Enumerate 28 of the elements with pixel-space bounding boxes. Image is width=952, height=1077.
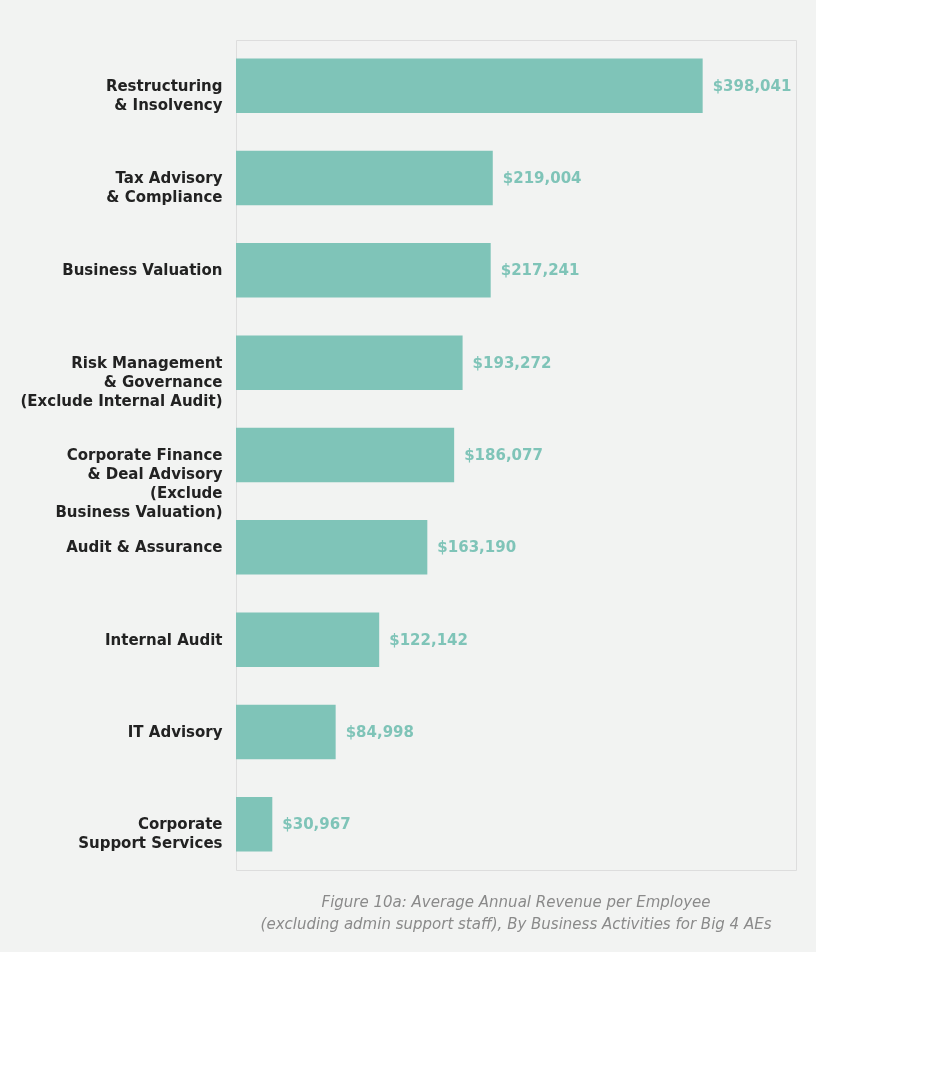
y-tick-label: Risk Management & Governance (Exclude Internal Audit) xyxy=(20,353,223,410)
y-tick-label: Restructuring & Insolvency xyxy=(105,76,223,114)
y-tick-label: Audit & Assurance xyxy=(66,538,223,557)
y-tick-label: Corporate Support Services xyxy=(78,815,223,853)
bar xyxy=(236,704,336,760)
y-tick-label: Internal Audit xyxy=(104,630,223,649)
bar xyxy=(236,427,455,483)
data-label: $163,190 xyxy=(437,538,517,557)
data-label: $219,004 xyxy=(502,169,582,188)
bar xyxy=(236,243,491,298)
data-label: $398,041 xyxy=(712,76,792,95)
data-label: $193,272 xyxy=(472,353,552,372)
bar xyxy=(236,58,703,113)
bar xyxy=(236,520,428,575)
data-label: $30,967 xyxy=(282,815,351,834)
bar xyxy=(236,797,273,852)
y-tick-label: Corporate Finance & Deal Advisory (Exclude Business Valuation) xyxy=(55,446,223,521)
y-tick-label: IT Advisory xyxy=(127,722,223,741)
data-label: $122,142 xyxy=(389,630,468,649)
y-tick-label: Tax Advisory & Compliance xyxy=(106,169,223,207)
bar xyxy=(236,335,463,390)
data-label: $84,998 xyxy=(345,722,414,741)
y-tick-label: Business Valuation xyxy=(62,261,223,280)
data-label: $217,241 xyxy=(500,261,580,280)
data-label: $186,077 xyxy=(464,446,543,464)
bar xyxy=(236,612,380,667)
text: Figure 10a: Average Annual Revenue per Employee (excluding admin support staff), By Business Activities for Big 4 AEs xyxy=(260,893,772,933)
bar xyxy=(236,150,493,206)
